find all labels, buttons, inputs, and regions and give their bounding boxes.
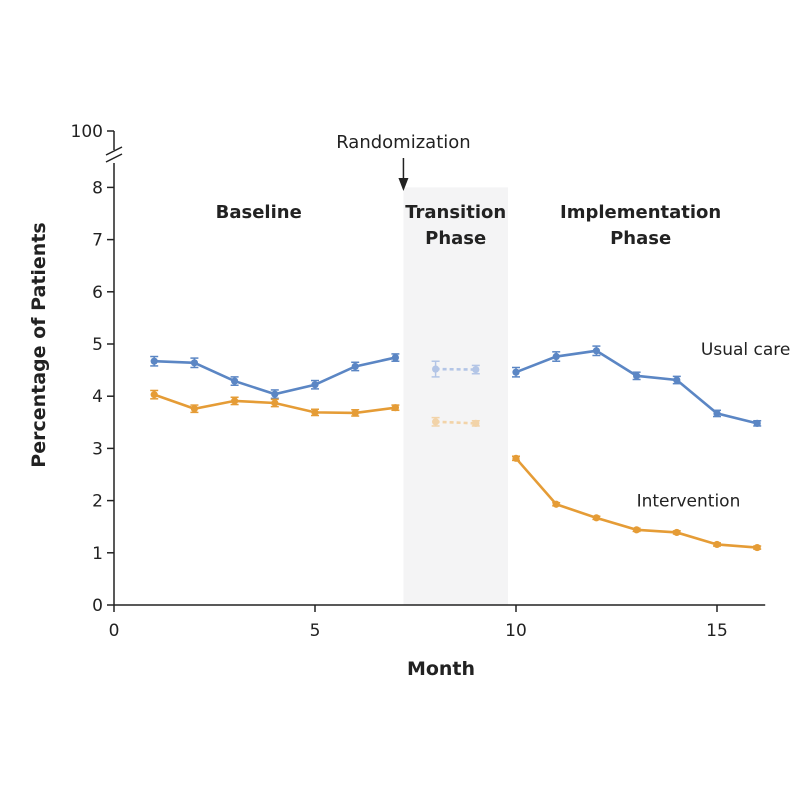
data-point bbox=[190, 405, 198, 413]
data-point bbox=[592, 347, 601, 355]
series-layer: Usual care Intervention bbox=[150, 340, 790, 552]
axes bbox=[105, 131, 766, 606]
data-point bbox=[271, 390, 279, 398]
y-tick-label: 3 bbox=[92, 439, 103, 459]
annotation-arrow-head bbox=[398, 178, 409, 191]
axis-ticks: 0 5 10 15 0 1 2 3 4 5 6 7 8 100 bbox=[71, 122, 728, 641]
data-point bbox=[713, 409, 721, 418]
data-point bbox=[472, 419, 480, 427]
axis-break-mark bbox=[105, 153, 123, 163]
data-point bbox=[673, 528, 681, 537]
data-point bbox=[552, 500, 560, 508]
data-point bbox=[150, 391, 158, 399]
data-point bbox=[753, 419, 761, 427]
data-point bbox=[231, 397, 239, 405]
x-tick-label: 10 bbox=[505, 621, 527, 641]
data-point bbox=[753, 543, 761, 552]
phase-label: Implementation bbox=[560, 202, 721, 223]
phase-label: Phase bbox=[425, 228, 486, 249]
axis-break-mark bbox=[105, 146, 123, 156]
data-point bbox=[271, 399, 279, 407]
data-point bbox=[432, 365, 440, 373]
y-tick-label: 2 bbox=[92, 492, 103, 512]
data-point bbox=[713, 540, 721, 549]
phase-label: Baseline bbox=[216, 202, 302, 223]
data-point bbox=[391, 404, 399, 412]
y-tick-label: 8 bbox=[92, 178, 103, 198]
y-tick-label: 5 bbox=[92, 335, 103, 355]
data-point bbox=[351, 362, 359, 371]
y-tick-label: 4 bbox=[92, 387, 103, 407]
transition-phase-shading bbox=[403, 187, 508, 605]
annotation-label: Randomization bbox=[336, 132, 470, 153]
data-point bbox=[552, 352, 560, 361]
data-point bbox=[150, 357, 158, 365]
series-label: Usual care bbox=[701, 340, 790, 360]
data-point bbox=[351, 409, 359, 417]
x-axis-title: Month bbox=[407, 658, 475, 680]
phase-label: Phase bbox=[610, 228, 671, 249]
series-line bbox=[154, 356, 396, 396]
y-tick-label: 7 bbox=[92, 231, 103, 251]
data-point bbox=[512, 368, 520, 376]
data-point bbox=[512, 454, 520, 462]
data-point bbox=[391, 353, 399, 362]
y-tick-label: 6 bbox=[92, 283, 103, 303]
series-line bbox=[515, 349, 758, 425]
series-usual-care: Usual care bbox=[150, 340, 790, 427]
data-point bbox=[592, 514, 601, 522]
data-point bbox=[673, 376, 681, 384]
data-point bbox=[472, 365, 480, 374]
series-intervention: Intervention bbox=[150, 389, 762, 552]
data-point bbox=[311, 408, 319, 416]
data-point bbox=[231, 377, 239, 385]
x-tick-label: 15 bbox=[706, 621, 728, 641]
data-point bbox=[311, 381, 319, 389]
x-tick-label: 5 bbox=[310, 621, 321, 641]
data-point bbox=[432, 418, 440, 426]
y-tick-label-break-top: 100 bbox=[71, 122, 103, 142]
x-tick-label: 0 bbox=[109, 621, 120, 641]
data-point bbox=[190, 359, 198, 367]
y-tick-label: 1 bbox=[92, 544, 103, 564]
y-axis-title: Percentage of Patients bbox=[28, 222, 50, 467]
y-tick-label: 0 bbox=[92, 596, 103, 616]
randomization-annotation: Randomization bbox=[336, 132, 471, 191]
data-point bbox=[633, 372, 641, 380]
phase-labels: Baseline Transition Phase Implementation Pha… bbox=[216, 202, 722, 249]
phase-label: Transition bbox=[405, 202, 506, 223]
series-label: Intervention bbox=[637, 492, 741, 512]
data-point bbox=[633, 526, 641, 534]
